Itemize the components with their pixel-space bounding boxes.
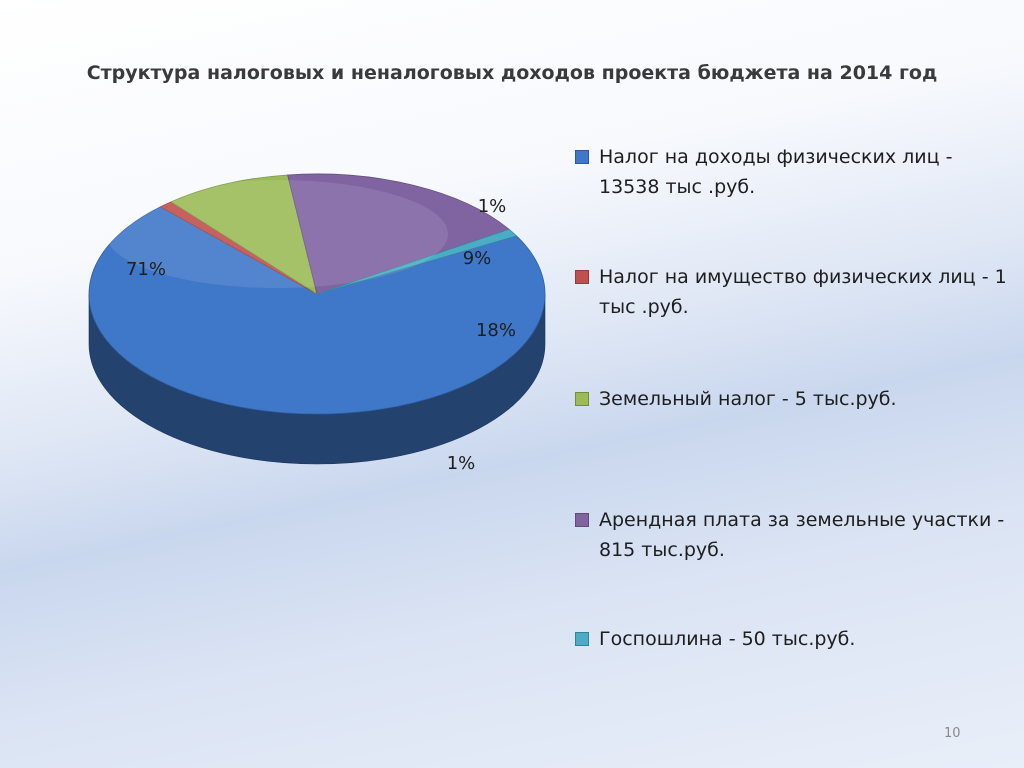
- legend-label-land-rent: Арендная плата за земельные участки - 81…: [599, 509, 1005, 561]
- pie-slice-ndfl: [88, 206, 546, 415]
- page-number: 10: [944, 726, 961, 741]
- data-label-land-tax: 9%: [463, 248, 492, 269]
- pie-slice-land-rent: [287, 173, 510, 295]
- legend-label-ndfl: Налог на доходы физических лиц - 13538 т…: [599, 146, 953, 198]
- legend-swatch-land-rent: [575, 513, 589, 527]
- legend-item-state-duty: Госпошлина - 50 тыс.руб.: [575, 624, 1015, 654]
- legend-item-ndfl: Налог на доходы физических лиц - 13538 т…: [575, 142, 1015, 202]
- slide-title: Структура налоговых и неналоговых доходо…: [86, 62, 938, 84]
- legend-swatch-land-tax: [575, 392, 589, 406]
- pie-highlight: [106, 180, 448, 288]
- legend-label-land-tax: Земельный налог - 5 тыс.руб.: [599, 388, 897, 410]
- pie-slice-land-tax: [170, 174, 318, 295]
- data-label-land-rent: 18%: [476, 320, 516, 341]
- data-label-ndfl: 71%: [126, 259, 166, 280]
- data-label-property-tax: 1%: [478, 196, 507, 217]
- legend-label-state-duty: Госпошлина - 50 тыс.руб.: [599, 628, 856, 650]
- legend-label-property-tax: Налог на имущество физических лиц - 1 ты…: [599, 266, 1007, 318]
- legend-item-land-rent: Арендная плата за земельные участки - 81…: [575, 505, 1015, 565]
- legend-swatch-property-tax: [575, 270, 589, 284]
- legend-swatch-ndfl: [575, 150, 589, 164]
- legend-item-property-tax: Налог на имущество физических лиц - 1 ты…: [575, 262, 1015, 322]
- pie-slice-state-duty: [316, 228, 518, 295]
- legend-swatch-state-duty: [575, 632, 589, 646]
- legend-item-land-tax: Земельный налог - 5 тыс.руб.: [575, 384, 1015, 414]
- data-label-state-duty: 1%: [447, 453, 476, 474]
